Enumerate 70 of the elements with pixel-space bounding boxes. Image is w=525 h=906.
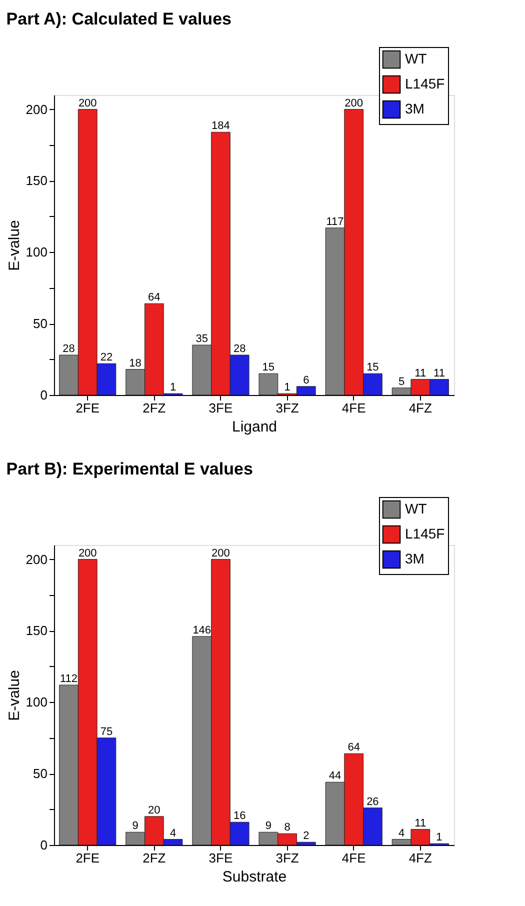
y-tick-label: 150: [26, 173, 48, 188]
data-label: 20: [148, 804, 160, 816]
data-label: 9: [132, 820, 138, 832]
data-label: 200: [344, 97, 364, 110]
data-label: 184: [212, 120, 230, 132]
data-label: 22: [100, 352, 113, 364]
x-tick-label: 2FZ: [142, 400, 166, 416]
x-tick-label: 2FE: [76, 400, 100, 416]
data-label: 112: [60, 673, 78, 685]
legend-label: L145F: [405, 526, 445, 542]
x-tick-label: 4FZ: [408, 400, 432, 416]
y-tick-label: 150: [26, 623, 48, 638]
data-label: 15: [262, 362, 275, 374]
chart-title: Part B): Experimental E values: [6, 460, 253, 478]
data-label: 8: [284, 822, 290, 834]
x-tick-label: 4FZ: [408, 850, 432, 866]
data-label: 64: [148, 292, 160, 304]
legend-label: 3M: [405, 100, 424, 116]
data-label: 9: [265, 820, 272, 832]
data-label: 1: [284, 382, 290, 394]
data-label: 11: [434, 367, 445, 380]
x-axis-title: Ligand: [232, 418, 278, 436]
data-label: 6: [303, 374, 310, 386]
data-label: 18: [129, 357, 142, 370]
x-tick-label: 4FE: [342, 850, 366, 866]
x-tick-label: 3FZ: [276, 850, 299, 866]
data-label: 1: [436, 832, 442, 844]
data-label: 28: [62, 343, 75, 355]
data-label: 4: [398, 827, 405, 840]
data-label: 200: [212, 547, 230, 560]
y-tick-label: 0: [40, 388, 48, 402]
y-tick-label: 50: [33, 316, 48, 332]
y-tick-label: 0: [40, 838, 48, 852]
data-label: 64: [348, 742, 360, 754]
x-tick-label: 3FE: [208, 400, 233, 416]
y-axis-title: E-value: [6, 670, 23, 721]
data-label: 75: [100, 726, 113, 738]
data-label: 200: [78, 97, 97, 110]
y-tick-label: 100: [26, 694, 48, 710]
legend-label: 3M: [405, 550, 424, 566]
x-tick-label: 3FE: [208, 850, 233, 866]
data-label: 35: [196, 333, 208, 345]
y-tick-label: 200: [26, 552, 48, 567]
data-label: 1: [170, 382, 176, 394]
legend-label: L145F: [405, 76, 445, 92]
data-label: 200: [78, 547, 97, 560]
data-label: 5: [398, 376, 405, 388]
y-tick-label: 100: [26, 244, 48, 260]
x-tick-label: 2FZ: [142, 850, 166, 866]
data-label: 11: [414, 817, 426, 830]
x-tick-label: 3FZ: [276, 400, 299, 416]
data-label: 26: [366, 796, 379, 808]
x-axis-title: Substrate: [222, 868, 287, 886]
data-label: 117: [326, 216, 344, 228]
data-label: 11: [414, 367, 426, 380]
data-label: 28: [233, 343, 246, 355]
data-label: 44: [328, 770, 342, 782]
data-label: 146: [192, 624, 212, 636]
y-axis-title: E-value: [6, 220, 23, 271]
x-tick-label: 2FE: [76, 850, 100, 866]
data-label: 16: [233, 810, 246, 822]
x-tick-label: 4FE: [342, 400, 366, 416]
data-label: 2: [303, 830, 310, 842]
legend-label: WT: [405, 500, 428, 516]
data-label: 4: [170, 827, 176, 840]
chart-title: Part A): Calculated E values: [6, 10, 232, 28]
y-tick-label: 50: [33, 766, 48, 782]
data-label: 15: [366, 362, 379, 374]
legend-label: WT: [405, 50, 428, 66]
y-tick-label: 200: [26, 102, 48, 117]
